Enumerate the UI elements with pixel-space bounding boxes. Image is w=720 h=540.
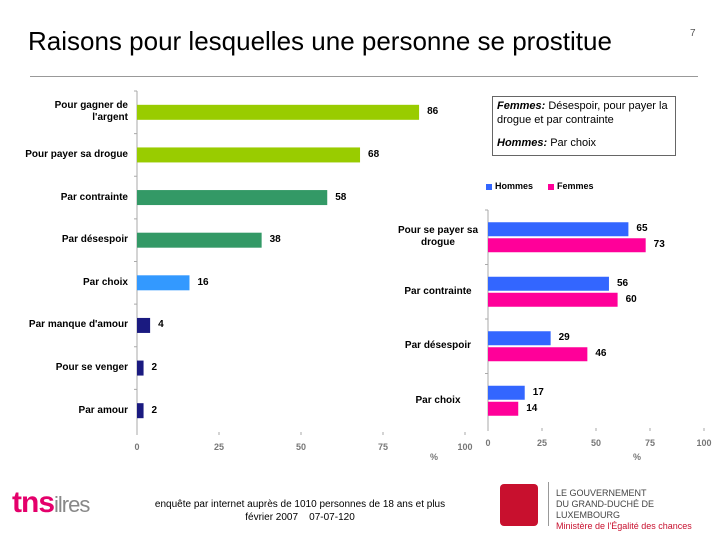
- legend-swatch: [548, 184, 554, 190]
- x-tick-label: 100: [457, 442, 473, 452]
- annotation-text: Par choix: [550, 136, 597, 149]
- legend-label: Hommes: [495, 181, 534, 191]
- legend-label: Femmes: [557, 181, 594, 191]
- x-tick-label: 25: [536, 438, 547, 448]
- footer: enquête par internet auprès de 1010 pers…: [140, 498, 460, 524]
- value-label: 68: [368, 148, 380, 160]
- logo-text: DU GRAND-DUCHÉ DE LUXEMBOURG: [556, 499, 655, 520]
- bar: [488, 347, 588, 362]
- annotation-label: Hommes:: [497, 136, 548, 149]
- logo-right: LE GOUVERNEMENT DU GRAND-DUCHÉ DE LUXEMB…: [556, 488, 720, 532]
- annotation: Femmes: Désespoir, pour payer la drogue …: [497, 100, 671, 128]
- category-label: Par amour: [78, 404, 128, 416]
- bar: [488, 222, 629, 237]
- x-axis-label: %: [430, 452, 439, 462]
- x-tick-label: 100: [696, 438, 712, 448]
- category-label: Par contrainte: [404, 285, 472, 297]
- value-label: 29: [558, 332, 570, 344]
- category-label: Par désespoir: [61, 234, 128, 246]
- category-label: Pour se payer sa drogue: [397, 225, 479, 249]
- category-label: Par contrainte: [60, 191, 128, 203]
- category-label: Pour payer sa drogue: [25, 148, 128, 160]
- annotation-box: Femmes: Désespoir, pour payer la drogue …: [492, 96, 676, 156]
- category-label: Pour se venger: [55, 362, 128, 374]
- legend-swatch: [486, 184, 492, 190]
- value-label: 60: [625, 293, 637, 305]
- logo-text: Ministère de l'Égalité des chances: [556, 521, 692, 531]
- footer-line: enquête par internet auprès de 1010 pers…: [154, 499, 446, 510]
- x-tick-label: 75: [377, 442, 388, 452]
- title-rule: [30, 76, 698, 77]
- logo-text: tns: [12, 486, 55, 519]
- bar: [137, 147, 361, 163]
- x-tick-label: 75: [644, 438, 655, 448]
- page-number: 7: [690, 28, 696, 39]
- value-label: 65: [636, 223, 648, 235]
- footer-line: février 2007 07-07-120: [140, 511, 460, 524]
- annotation: Hommes: Par choix: [497, 137, 671, 151]
- x-tick-label: 25: [213, 442, 224, 452]
- annotation-text: Désespoir, pour payer la drogue et par c…: [497, 100, 668, 126]
- logo-left: tnsilres: [12, 486, 90, 520]
- value-label: 2: [151, 362, 158, 374]
- lion-emblem: [500, 484, 538, 526]
- category-label: Par choix: [82, 276, 128, 288]
- value-label: 2: [151, 404, 158, 416]
- bar: [137, 403, 144, 419]
- category-label: Pour gagner de l'argent: [54, 100, 128, 124]
- value-label: 38: [269, 234, 281, 246]
- category-label: Par choix: [415, 394, 461, 406]
- bar: [488, 401, 519, 416]
- value-label: 56: [616, 277, 629, 289]
- x-tick-label: 0: [485, 438, 491, 448]
- bar: [488, 331, 551, 346]
- bar: [488, 238, 646, 253]
- value-label: 17: [532, 386, 544, 398]
- slide-title: Raisons pour lesquelles une personne se …: [28, 26, 612, 56]
- footer-date: février 2007: [245, 512, 299, 523]
- x-tick-label: 50: [295, 442, 306, 452]
- value-label: 86: [427, 106, 439, 118]
- x-axis-label: %: [633, 452, 642, 462]
- logo-text: ilres: [54, 492, 90, 517]
- logo-text: LE GOUVERNEMENT: [556, 488, 647, 498]
- value-label: 4: [158, 319, 164, 331]
- value-label: 73: [653, 239, 665, 251]
- bar: [137, 104, 420, 120]
- x-tick-label: 0: [134, 442, 140, 452]
- bar: [488, 292, 618, 307]
- bar: [488, 276, 609, 291]
- category-label: Par manque d'amour: [28, 319, 128, 331]
- annotation-label: Femmes:: [497, 100, 546, 112]
- value-label: 58: [335, 191, 347, 203]
- bar: [137, 317, 151, 333]
- value-label: 14: [526, 402, 538, 414]
- bar: [137, 360, 144, 376]
- value-label: 46: [595, 348, 607, 360]
- footer-ref: 07-07-120: [309, 512, 355, 523]
- bar: [137, 232, 262, 248]
- value-label: 16: [197, 276, 209, 288]
- bar: [488, 385, 525, 400]
- category-label: Par désespoir: [404, 340, 472, 352]
- bar: [137, 190, 328, 206]
- bar: [137, 275, 190, 291]
- x-tick-label: 50: [590, 438, 601, 448]
- logo-rule: [548, 482, 549, 526]
